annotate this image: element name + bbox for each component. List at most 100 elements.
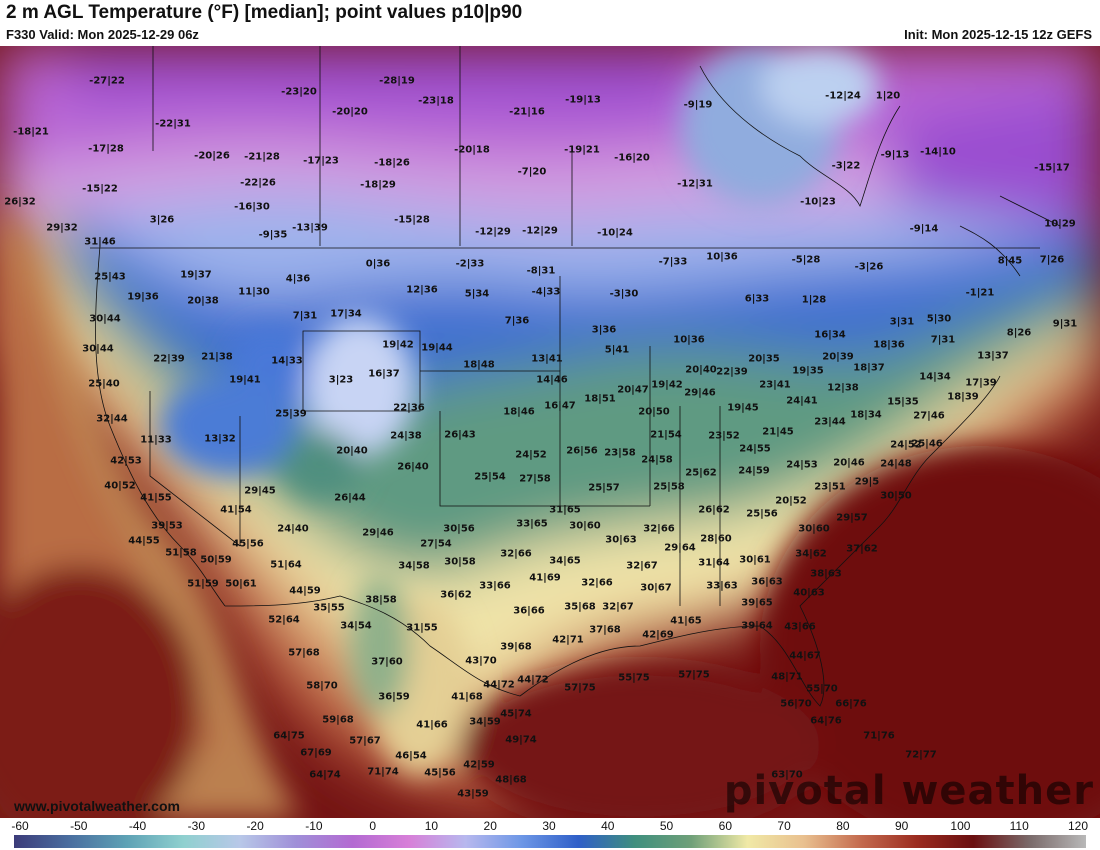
- point-value: 43|59: [457, 788, 489, 800]
- point-value: -22|26: [240, 177, 276, 189]
- point-value: -28|19: [379, 75, 415, 87]
- point-value: 3|26: [149, 214, 175, 226]
- point-value: 35|68: [564, 601, 596, 613]
- scale-tick-label: -40: [128, 819, 147, 833]
- point-value: 24|40: [277, 523, 309, 535]
- point-value: -12|31: [677, 178, 713, 190]
- point-value: -7|20: [517, 166, 547, 178]
- point-value: 19|41: [229, 374, 261, 386]
- point-value: 59|68: [322, 714, 354, 726]
- scale-tick-label: 10: [424, 819, 439, 833]
- point-value: 25|43: [94, 271, 126, 283]
- point-value: 34|62: [795, 548, 827, 560]
- temperature-field: [0, 46, 1100, 818]
- point-value: 18|34: [850, 409, 882, 421]
- point-value: 24|52: [890, 439, 922, 451]
- point-value: 14|34: [919, 371, 951, 383]
- point-value: 23|51: [814, 481, 846, 493]
- point-value: 29|45: [244, 485, 276, 497]
- point-value: -10|24: [597, 227, 633, 239]
- point-value: 30|56: [443, 523, 475, 535]
- point-value: 19|35: [792, 365, 824, 377]
- point-value: 32|66: [643, 523, 675, 535]
- point-value: 45|56: [424, 767, 456, 779]
- point-value: 51|64: [270, 559, 302, 571]
- point-value: 36|66: [513, 605, 545, 617]
- point-value: 10|29: [1044, 218, 1076, 230]
- point-value: 24|53: [786, 459, 818, 471]
- point-value: -10|23: [800, 196, 836, 208]
- point-value: 30|44: [82, 343, 114, 355]
- point-value: -21|28: [244, 151, 280, 163]
- point-value: 20|39: [822, 351, 854, 363]
- point-value: 10|36: [673, 334, 705, 346]
- point-value: 57|68: [288, 647, 320, 659]
- point-value: 50|61: [225, 578, 257, 590]
- point-value: 34|59: [469, 716, 501, 728]
- point-value: 67|69: [300, 747, 332, 759]
- point-value: 72|77: [905, 749, 937, 761]
- temperature-map[interactable]: -27|22 -18|21 -22|31 -23|20 -28|19 -23|18 -20|…: [0, 46, 1100, 818]
- scale-tick-label: 120: [1067, 819, 1089, 833]
- point-value: 41|69: [529, 572, 561, 584]
- point-value: -21|16: [509, 106, 545, 118]
- point-value: 30|60: [798, 523, 830, 535]
- point-value: 20|40: [685, 364, 717, 376]
- point-value: 19|37: [180, 269, 212, 281]
- point-value: 25|62: [685, 467, 717, 479]
- boundary-lines: [90, 46, 1061, 707]
- point-value: 39|65: [741, 597, 773, 609]
- point-value: 7|36: [504, 315, 530, 327]
- point-value: -7|33: [658, 256, 688, 268]
- point-value: 71|76: [863, 730, 895, 742]
- scale-tick-label: 50: [659, 819, 674, 833]
- point-value: 24|41: [786, 395, 818, 407]
- point-value: 25|58: [653, 481, 685, 493]
- scale-tick-label: 0: [369, 819, 376, 833]
- point-value: 46|54: [395, 750, 427, 762]
- point-value: 25|46: [911, 438, 943, 450]
- point-value: -9|35: [258, 229, 288, 241]
- point-value: 18|37: [853, 362, 885, 374]
- point-value: 34|54: [340, 620, 372, 632]
- point-value: 20|46: [833, 457, 865, 469]
- point-value: 17|34: [330, 308, 362, 320]
- point-value: 3|36: [591, 324, 617, 336]
- point-value: 42|69: [642, 629, 674, 641]
- point-value: 37|68: [589, 624, 621, 636]
- point-value: 32|67: [626, 560, 658, 572]
- point-value: 18|46: [503, 406, 535, 418]
- point-value: 23|41: [759, 379, 791, 391]
- point-value: 25|54: [474, 471, 506, 483]
- point-value: 29|57: [836, 512, 868, 524]
- point-value: 1|28: [801, 294, 827, 306]
- point-value: 41|68: [451, 691, 483, 703]
- point-value: 18|39: [947, 391, 979, 403]
- point-value: 14|33: [271, 355, 303, 367]
- point-value: 40|52: [104, 480, 136, 492]
- point-value: 22|39: [153, 353, 185, 365]
- point-value: 11|33: [140, 434, 172, 446]
- point-value: 41|65: [670, 615, 702, 627]
- point-value: 44|72: [483, 679, 515, 691]
- point-value: -17|23: [303, 155, 339, 167]
- point-value: 24|59: [738, 465, 770, 477]
- point-value: 5|34: [464, 288, 490, 300]
- point-value: 29|5: [854, 476, 880, 488]
- point-value: 39|53: [151, 520, 183, 532]
- point-value: 16|34: [814, 329, 846, 341]
- point-value: 25|56: [746, 508, 778, 520]
- point-value: 31|64: [698, 557, 730, 569]
- point-value: -22|31: [155, 118, 191, 130]
- point-value: 57|75: [678, 669, 710, 681]
- point-value: 20|52: [775, 495, 807, 507]
- point-value: 34|58: [398, 560, 430, 572]
- point-value: 18|36: [873, 339, 905, 351]
- point-value: 15|35: [887, 396, 919, 408]
- point-value: 21|38: [201, 351, 233, 363]
- point-value: 52|64: [268, 614, 300, 626]
- point-value: -27|22: [89, 75, 125, 87]
- point-value: -19|13: [565, 94, 601, 106]
- point-value: 19|45: [727, 402, 759, 414]
- point-value: 24|48: [880, 458, 912, 470]
